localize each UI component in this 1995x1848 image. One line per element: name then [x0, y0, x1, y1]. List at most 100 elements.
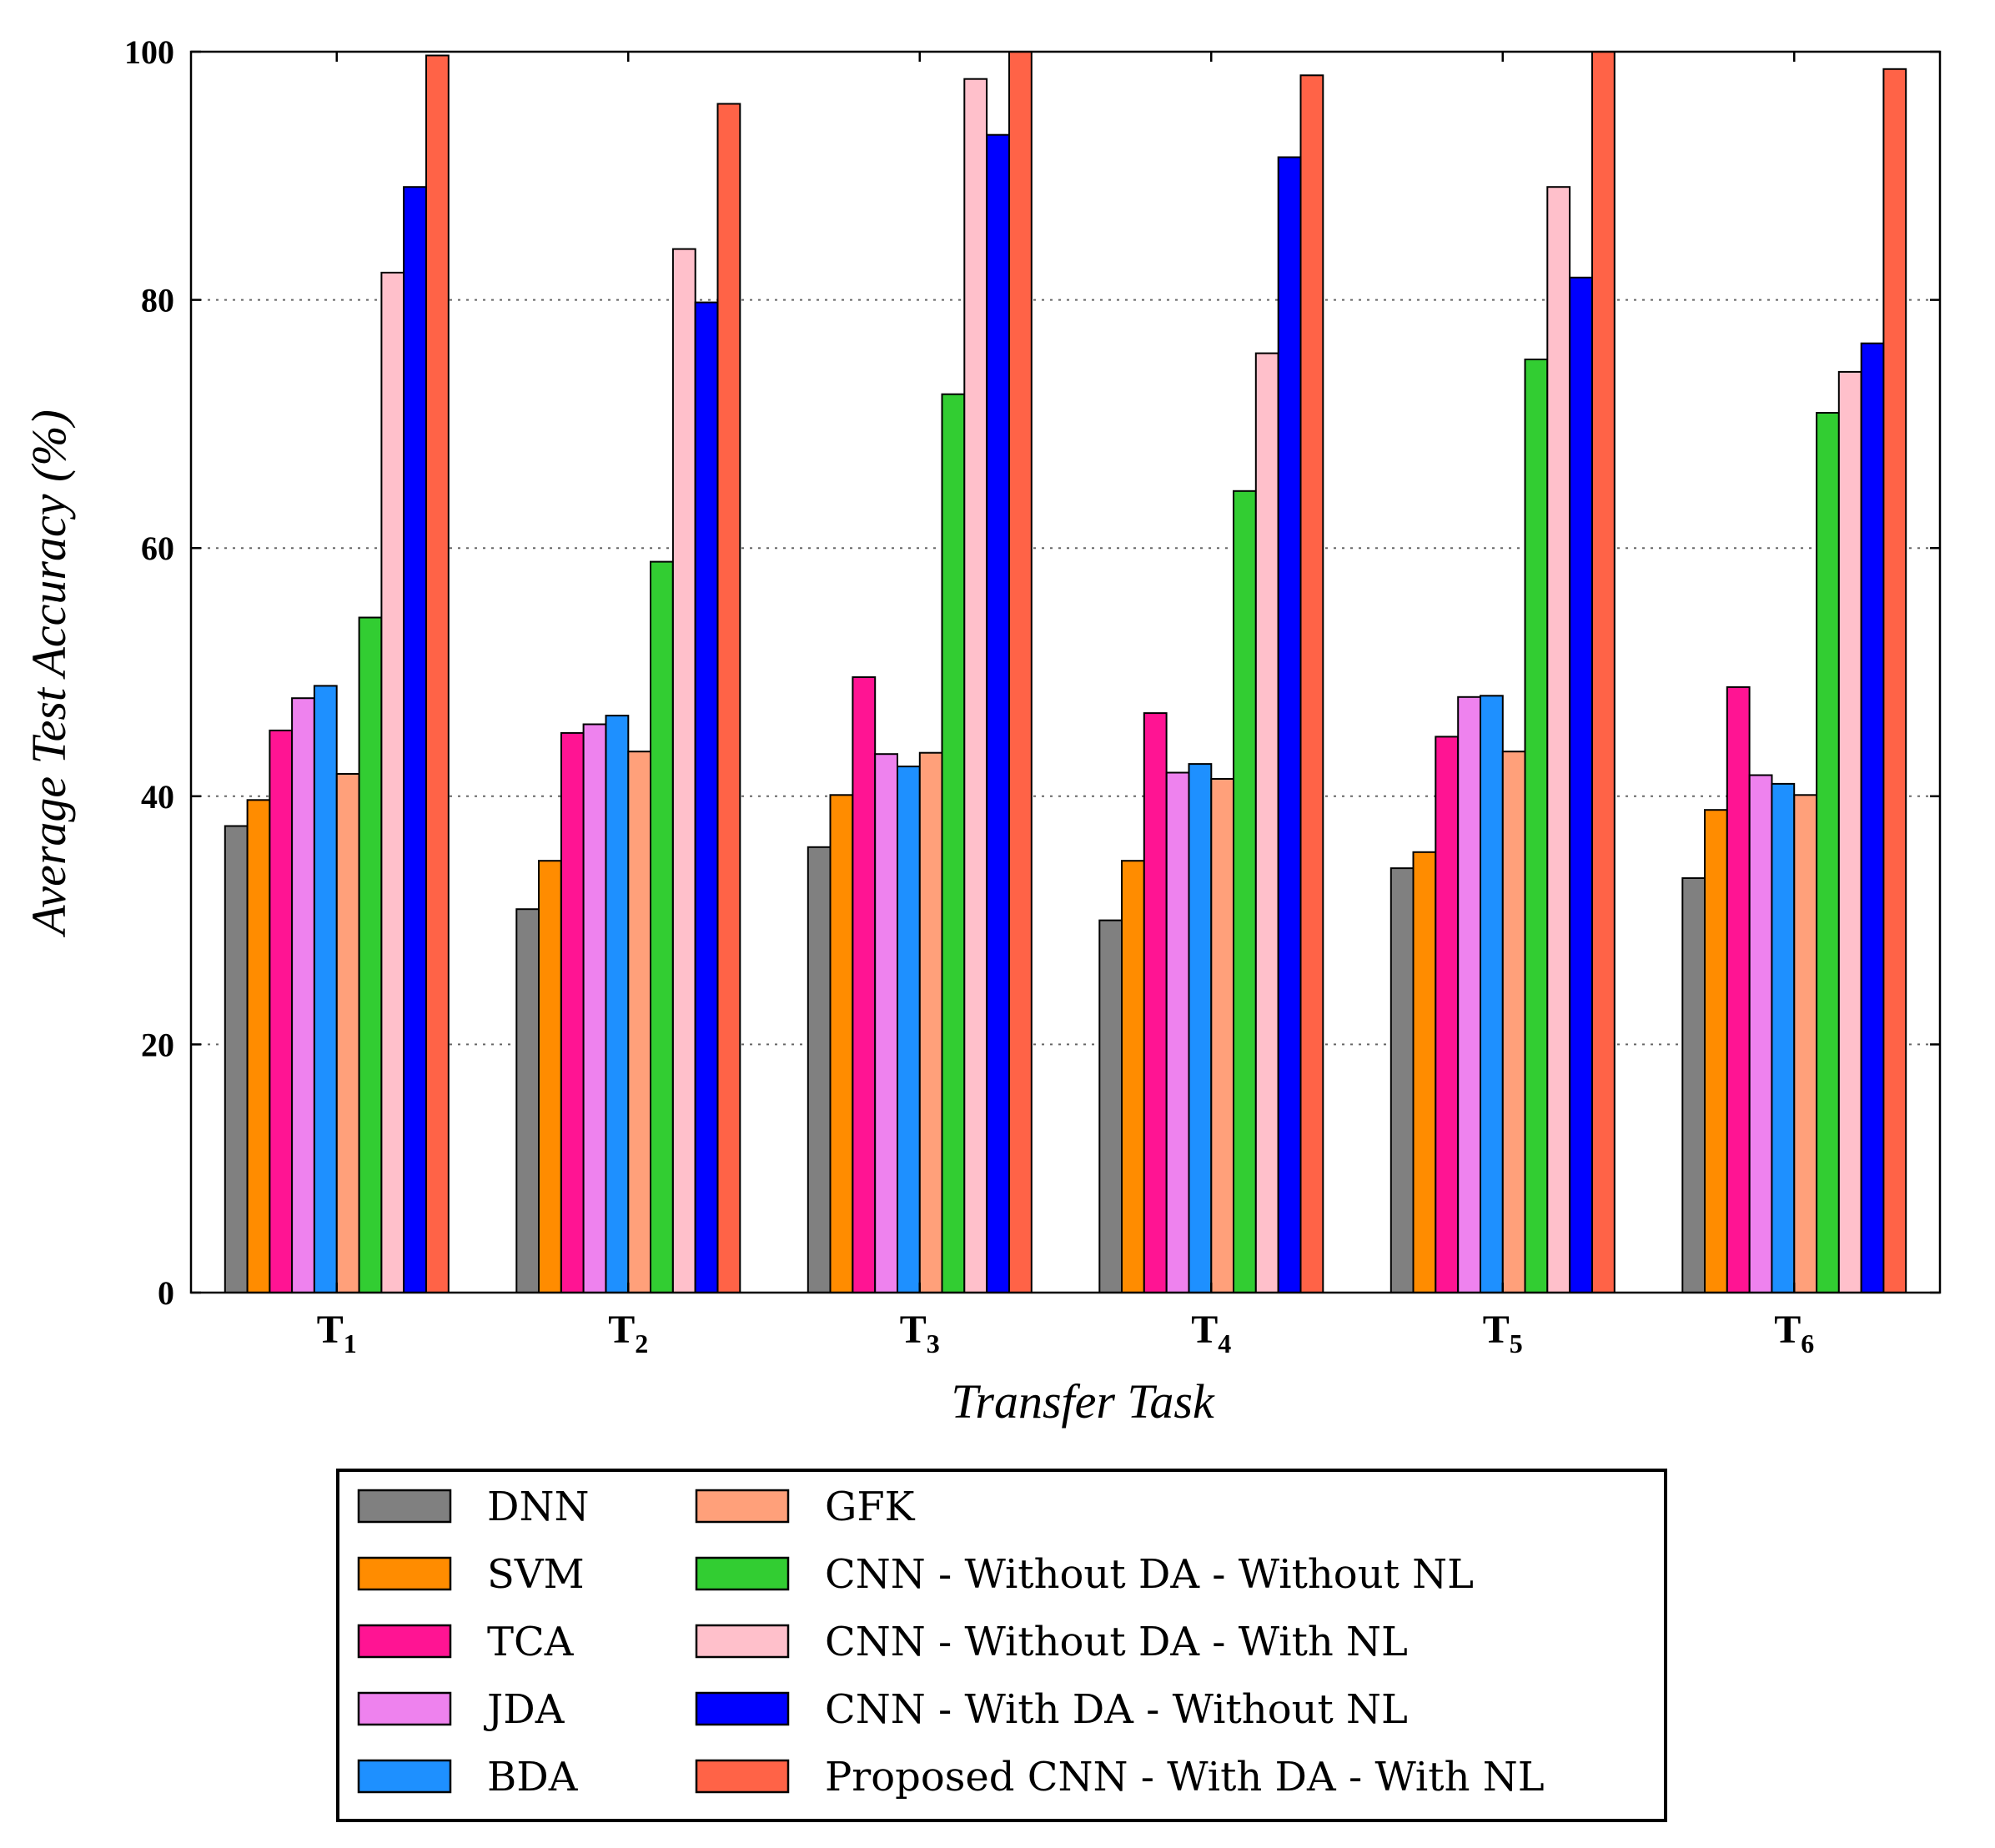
bar	[829, 794, 854, 1293]
bar	[1726, 685, 1751, 1293]
bar	[403, 186, 427, 1294]
bar	[1143, 712, 1168, 1293]
bar	[1254, 352, 1279, 1294]
legend-swatch	[357, 1624, 452, 1659]
x-axis-ticks: T1 T2 T3 T4 T5 T6	[317, 52, 1814, 1358]
bar	[1591, 51, 1616, 1293]
legend-swatch	[357, 1759, 452, 1794]
x-tick-label: T2	[608, 1308, 648, 1358]
legend-frame	[336, 1469, 1667, 1822]
legend-label: CNN - Without DA - With NL	[825, 1619, 1408, 1665]
bar	[515, 908, 540, 1293]
bar	[1210, 778, 1235, 1293]
legend-swatch	[357, 1691, 452, 1726]
legend-swatch	[695, 1489, 790, 1524]
bar	[1569, 276, 1593, 1293]
legend-swatch	[357, 1556, 452, 1591]
bar	[246, 799, 271, 1293]
bar	[897, 766, 921, 1293]
bar	[716, 103, 741, 1293]
legend-label: Proposed CNN - With DA - With NL	[825, 1754, 1545, 1800]
x-tick-label-subscript: 6	[1801, 1328, 1814, 1358]
gridlines	[191, 299, 1940, 1046]
legend-label: TCA	[487, 1619, 575, 1665]
bar	[291, 697, 315, 1293]
bar	[1435, 736, 1460, 1293]
bar	[1748, 774, 1773, 1293]
bar	[1233, 490, 1257, 1293]
bar	[1457, 696, 1481, 1293]
bar	[650, 560, 674, 1293]
plot-frame	[189, 50, 1942, 1294]
bar	[627, 751, 652, 1293]
bar	[1299, 74, 1324, 1293]
bar	[1501, 751, 1526, 1293]
bar	[1277, 156, 1302, 1293]
legend-swatch	[695, 1759, 790, 1794]
legend-label: CNN - Without DA - Without NL	[825, 1551, 1474, 1598]
bar	[1793, 794, 1818, 1293]
x-tick-label-subscript: 4	[1218, 1328, 1231, 1358]
x-tick-label: T6	[1774, 1308, 1814, 1358]
legend-label: GFK	[825, 1484, 916, 1530]
bar	[380, 271, 405, 1293]
bar	[1771, 782, 1796, 1293]
x-tick-label-subscript: 1	[344, 1328, 357, 1358]
bar	[1546, 186, 1571, 1294]
bar	[1704, 809, 1728, 1293]
x-tick-label: T4	[1191, 1308, 1231, 1358]
x-tick-label: T5	[1483, 1308, 1523, 1358]
bar	[807, 846, 832, 1293]
bar	[694, 301, 719, 1294]
bar	[941, 393, 966, 1294]
bar	[1165, 771, 1190, 1293]
bar	[1681, 877, 1706, 1293]
bar	[582, 723, 607, 1293]
x-tick-label-subscript: 3	[927, 1328, 940, 1358]
bar	[335, 773, 360, 1293]
y-tick-label: 80	[141, 282, 174, 319]
bar	[1008, 51, 1033, 1293]
x-axis-title: Transfer Task	[951, 1374, 1215, 1429]
legend: DNN SVM TCA JDA BDA GFK CNN - Without DA - Wit…	[336, 1469, 1667, 1822]
legend-label: CNN - With DA - Without NL	[825, 1686, 1408, 1733]
bar	[1188, 763, 1213, 1293]
bar	[1816, 412, 1840, 1293]
bar	[1480, 695, 1504, 1293]
bar	[224, 825, 249, 1293]
legend-swatch	[695, 1556, 790, 1591]
y-tick-label: 100	[124, 33, 174, 71]
y-tick-label: 0	[158, 1274, 174, 1312]
bar	[852, 676, 877, 1293]
bar	[1882, 68, 1907, 1293]
bar	[358, 616, 383, 1293]
bar	[671, 248, 696, 1294]
bar	[313, 685, 338, 1293]
bar	[1860, 342, 1885, 1294]
legend-swatch	[357, 1489, 452, 1524]
bars	[224, 51, 1907, 1294]
y-axis-ticks: 0 20 40 60 80 100	[124, 33, 1940, 1312]
legend-label: JDA	[483, 1686, 565, 1733]
y-tick-label: 40	[141, 778, 174, 816]
legend-swatch	[695, 1624, 790, 1659]
x-tick-label-subscript: 5	[1510, 1328, 1523, 1358]
bar	[986, 133, 1010, 1294]
legend-swatch	[695, 1691, 790, 1726]
bar	[605, 715, 630, 1293]
y-tick-label: 60	[141, 530, 174, 567]
bar	[1412, 851, 1437, 1293]
bar	[269, 729, 294, 1293]
bar	[874, 753, 898, 1293]
bar	[1098, 919, 1123, 1293]
bar	[538, 860, 562, 1293]
bar	[1389, 867, 1415, 1293]
legend-label: BDA	[487, 1754, 579, 1800]
bar	[425, 54, 450, 1293]
legend-label: DNN	[487, 1484, 589, 1530]
bar	[918, 751, 943, 1293]
bar	[1524, 359, 1549, 1293]
legend-label: SVM	[487, 1551, 585, 1598]
y-tick-label: 20	[141, 1026, 174, 1063]
